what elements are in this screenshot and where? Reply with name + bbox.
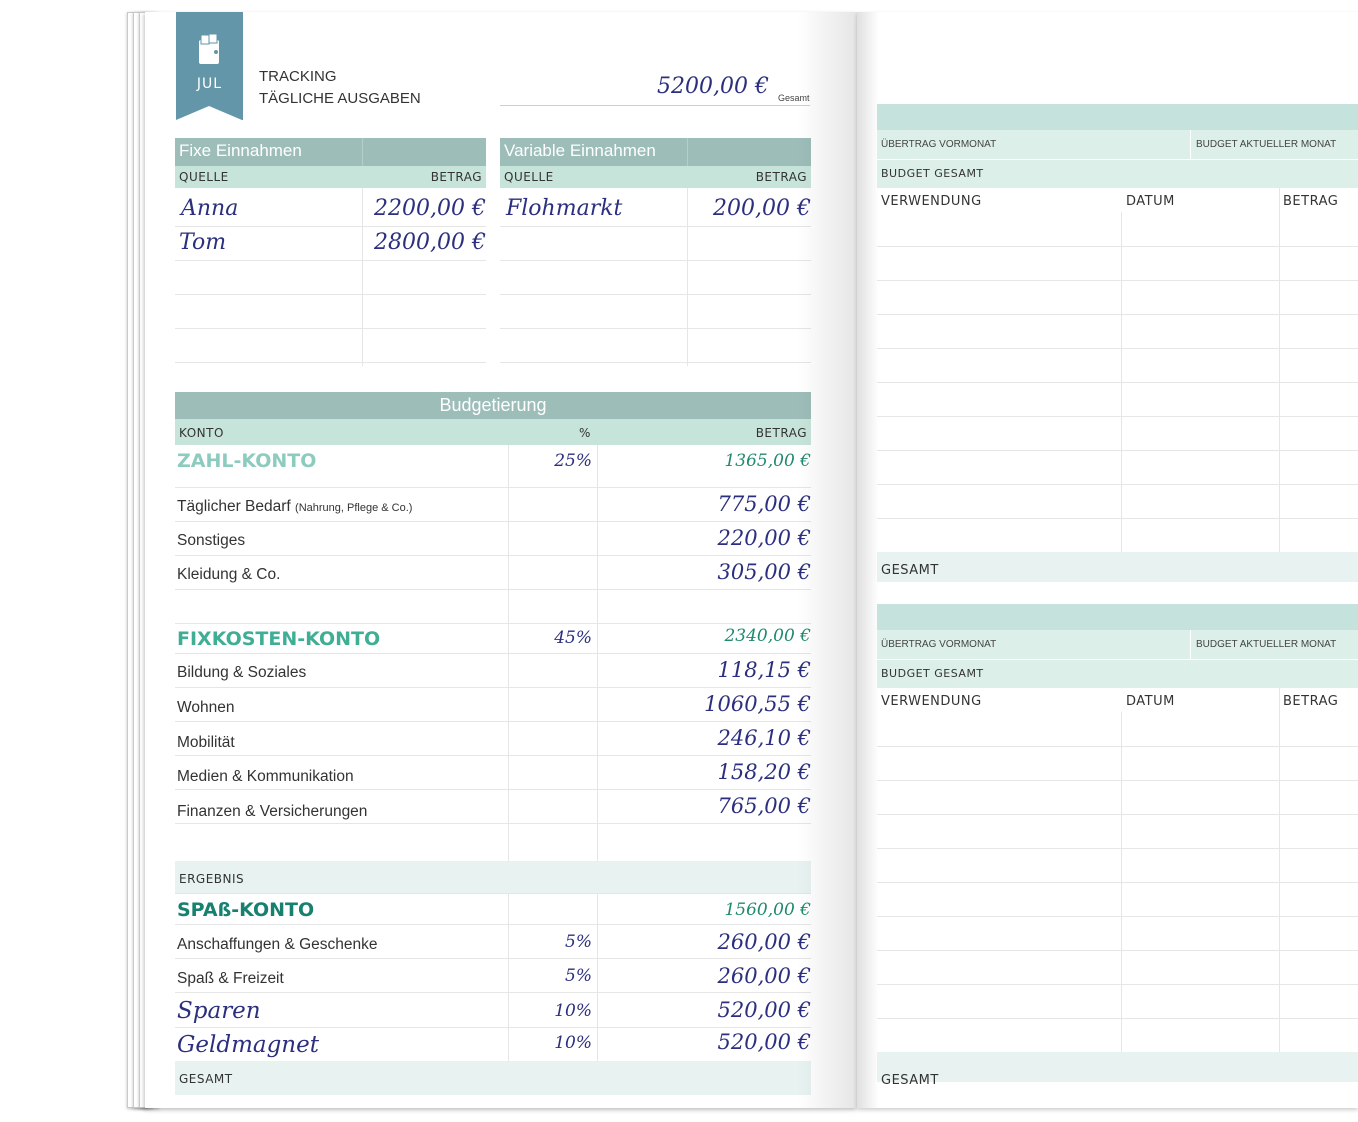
budget-item-amount: 305,00 € [717,560,811,584]
result-label: ERGEBNIS [179,872,245,886]
budget-item-note: (Nahrung, Pflege & Co.) [295,502,413,514]
fixed-income-table: Fixe Einnahmen QUELLE BETRAG Anna 2200,0… [175,138,486,366]
budget-header-row [175,419,811,445]
fixed-income-amount: 2200,00 € [374,196,486,221]
budget-item-amount: 260,00 € [717,964,811,988]
variable-income-amount: 200,00 € [713,196,811,221]
fixed-income-header-row: QUELLE BETRAG [175,166,486,188]
result-row [175,861,811,893]
tracker-total-row [877,1052,1358,1082]
variable-income-table: Variable Einnahmen QUELLE BETRAG Flohmar… [500,138,811,366]
budget-item-label: Medien & Kommunikation [177,768,354,785]
col-date-label: DATUM [1126,194,1175,209]
budget-item-label: Mobilität [177,734,235,751]
budget-item-label: Finanzen & Versicherungen [177,803,368,820]
zahl-konto-title: ZAHL-KONTO [177,450,317,472]
budget-item-label: Kleidung & Co. [177,566,281,583]
budget-item-label: Sparen [177,998,261,1024]
budget-item-amount: 260,00 € [717,930,811,954]
budget-item-label: Anschaffungen & Geschenke [177,936,378,953]
budget-item-percent: 10% [554,1033,592,1053]
budget-total-label: BUDGET GESAMT [881,167,984,180]
budget-item-percent: 5% [565,966,592,986]
spass-konto-title: SPAß-KONTO [177,899,315,921]
wallet-icon [199,33,219,64]
budget-table: Budgetierung KONTO % BETRAG ZAHL-KONTO 2… [175,392,811,1095]
fixkosten-konto-percent: 45% [554,628,592,648]
page-subtitle: TÄGLICHE AUSGABEN [259,90,421,107]
col-source-label: QUELLE [179,170,229,184]
col-amount-label: BETRAG [1283,194,1339,209]
budget-item-amount: 520,00 € [717,1030,811,1054]
total-underline [500,105,810,106]
tracker-block: ÜBERTRAG VORMONAT BUDGET AKTUELLER MONAT… [877,104,1358,594]
tracker-budget-row [877,660,1358,688]
budget-current-label: BUDGET AKTUELLER MONAT [1196,139,1337,150]
budget-item-label: Bildung & Soziales [177,664,307,681]
budget-title: Budgetierung [175,392,811,419]
col-percent-label: % [579,426,591,440]
tracker-total-row [877,552,1358,582]
tracker-top-band [877,604,1358,630]
col-amount-label: BETRAG [430,170,482,184]
col-source-label: QUELLE [504,170,554,184]
total-income-label: Gesamt [778,93,810,103]
variable-income-header-row: QUELLE BETRAG [500,166,811,188]
budget-item-amount: 520,00 € [717,998,811,1022]
tracker-total-label: GESAMT [881,1073,939,1088]
budget-item-amount: 220,00 € [717,526,811,550]
col-amount-label: BETRAG [755,170,807,184]
budget-current-label: BUDGET AKTUELLER MONAT [1196,639,1337,650]
fixed-income-source: Tom [179,230,227,255]
col-amount-label: BETRAG [755,426,807,440]
carry-over-label: ÜBERTRAG VORMONAT [881,139,997,150]
tracker-carry-row [877,130,1358,160]
budget-item-amount: 765,00 € [717,794,811,818]
budget-item-percent: 10% [554,1001,592,1021]
col-amount-label: BETRAG [1283,694,1339,709]
zahl-konto-amount: 1365,00 € [724,451,811,471]
right-page: ÜBERTRAG VORMONAT BUDGET AKTUELLER MONAT… [857,12,1358,1108]
tracker-budget-row [877,160,1358,188]
fixed-income-amount: 2800,00 € [374,230,486,255]
budget-item-label: Wohnen [177,699,235,716]
fixkosten-konto-amount: 2340,00 € [724,626,811,646]
budget-item-amount: 158,20 € [717,760,811,784]
fixkosten-konto-title: FIXKOSTEN-KONTO [177,628,381,650]
zahl-konto-percent: 25% [554,451,592,471]
col-date-label: DATUM [1126,694,1175,709]
tracker-block: ÜBERTRAG VORMONAT BUDGET AKTUELLER MONAT… [877,604,1358,1094]
budget-item-amount: 775,00 € [717,492,811,516]
fixed-income-title: Fixe Einnahmen [175,138,486,166]
tracker-top-band [877,104,1358,130]
left-page: JUL TRACKING TÄGLICHE AUSGABEN 5200,00 €… [145,12,857,1108]
month-label: JUL [196,76,223,92]
tracker-total-label: GESAMT [881,563,939,578]
col-usage-label: VERWENDUNG [881,194,982,209]
variable-income-source: Flohmarkt [506,196,623,221]
budget-item-amount: 1060,55 € [704,692,811,716]
month-tab-notch [176,106,242,120]
spass-konto-amount: 1560,00 € [724,900,811,920]
budget-item-amount: 246,10 € [717,726,811,750]
budget-item-percent: 5% [565,932,592,952]
month-tab [176,12,243,120]
fixed-income-source: Anna [181,196,239,221]
budget-item-label: Sonstiges [177,532,246,549]
col-account-label: KONTO [179,426,224,440]
col-usage-label: VERWENDUNG [881,694,982,709]
carry-over-label: ÜBERTRAG VORMONAT [881,639,997,650]
budget-item-amount: 118,15 € [717,658,811,682]
tracker-carry-row [877,630,1358,660]
budget-item-label: Täglicher Bedarf (Nahrung, Pflege & Co.) [177,498,413,515]
budget-total-row [175,1061,811,1095]
total-income-amount: 5200,00 € [657,74,769,99]
variable-income-title: Variable Einnahmen [500,138,811,166]
budget-item-label: Geldmagnet [177,1032,319,1058]
budget-total-label: GESAMT [179,1072,233,1086]
budget-item-label: Spaß & Freizeit [177,970,284,987]
page-title: TRACKING [259,68,337,85]
budget-total-label: BUDGET GESAMT [881,667,984,680]
